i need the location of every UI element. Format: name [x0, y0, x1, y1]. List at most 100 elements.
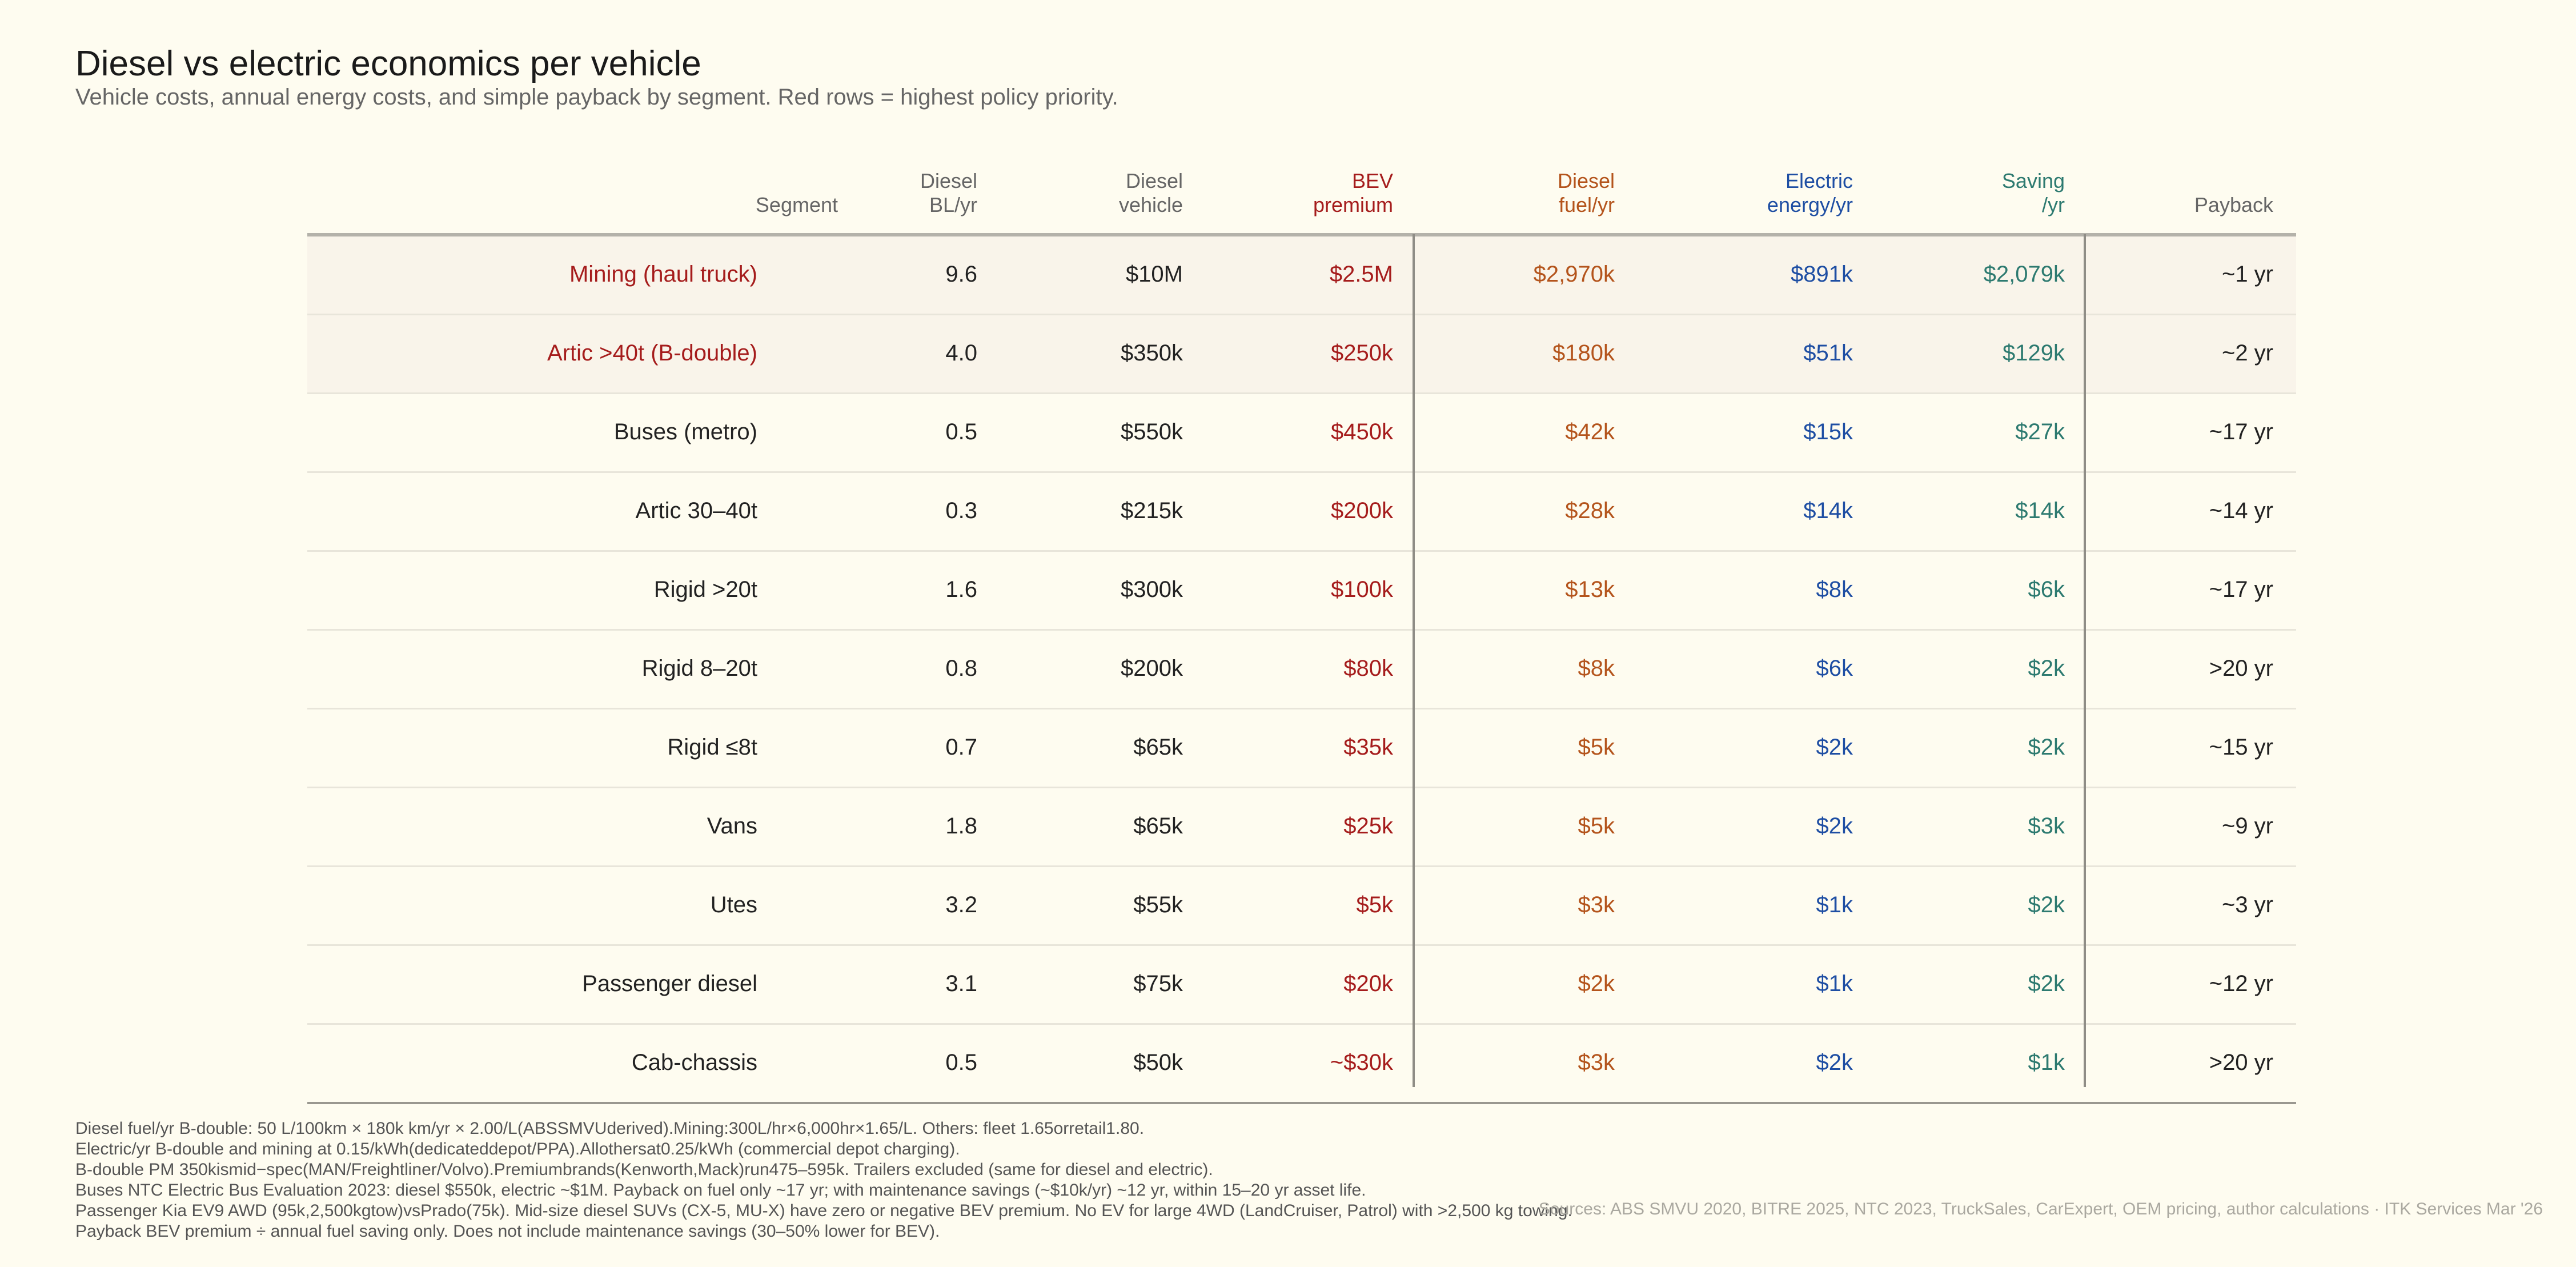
cell-elec: $1k — [1816, 971, 1853, 996]
cell-bl: 0.8 — [945, 656, 977, 681]
cell-bl: 4.0 — [945, 340, 977, 366]
cell-elec: $14k — [1803, 498, 1853, 523]
cell-bev: $450k — [1331, 419, 1393, 444]
footnote: Buses NTC Electric Bus Evaluation 2023: … — [75, 1181, 1366, 1200]
cell-fuel: $2,970k — [1533, 262, 1615, 287]
cell-vehicle: $55k — [1133, 892, 1183, 917]
cell-elec: $2k — [1816, 813, 1853, 839]
table-row: Rigid ≤8t 0.7 $65k $35k $5k $2k $2k ~15 yr — [307, 709, 2296, 788]
header-bev-line2: premium — [1313, 193, 1393, 216]
cell-payback: ~15 yr — [2209, 735, 2273, 760]
header-payback: Payback — [2194, 193, 2273, 216]
header-vehicle: Diesel vehicle — [1119, 169, 1183, 217]
cell-bev: $20k — [1343, 971, 1393, 996]
header-bev-line1: BEV — [1351, 169, 1393, 193]
cell-vehicle: $350k — [1121, 340, 1183, 366]
cell-payback: ~1 yr — [2221, 262, 2273, 287]
cell-saving: $129k — [2003, 340, 2065, 366]
column-divider — [2084, 234, 2086, 1087]
footnotes: Diesel fuel/yr B-double: 50 L/100km × 18… — [75, 1118, 1572, 1242]
cell-segment: Passenger diesel — [582, 971, 757, 996]
cell-vehicle: $215k — [1121, 498, 1183, 523]
table-row: Mining (haul truck) 9.6 $10M $2.5M $2,970k $8… — [307, 236, 2296, 315]
cell-payback: >20 yr — [2209, 656, 2273, 681]
footnote: Passenger Kia EV9 AWD (95k,2,500kgtow)vs… — [75, 1201, 1572, 1220]
cell-bev: ~$30k — [1330, 1050, 1393, 1075]
footnote: Payback BEV premium ÷ annual fuel saving… — [75, 1222, 940, 1241]
table-row: Vans 1.8 $65k $25k $5k $2k $3k ~9 yr — [307, 788, 2296, 867]
table-row: Passenger diesel 3.1 $75k $20k $2k $1k $2k ~12 … — [307, 946, 2296, 1025]
cell-segment: Rigid 8–20t — [641, 656, 757, 681]
table-header: Segment Diesel BL/yr Diesel vehicle BEV pre… — [307, 166, 2296, 236]
cell-fuel: $13k — [1565, 577, 1615, 602]
cell-bl: 1.8 — [945, 813, 977, 839]
cell-vehicle: $200k — [1121, 656, 1183, 681]
table-row: Cab-chassis 0.5 $50k ~$30k $3k $2k $1k >20 yr — [307, 1025, 2296, 1104]
cell-elec: $15k — [1803, 419, 1853, 444]
header-fuel: Diesel fuel/yr — [1558, 169, 1615, 217]
table-row: Rigid >20t 1.6 $300k $100k $13k $8k $6k ~17 yr — [307, 552, 2296, 631]
header-bl-line2: BL/yr — [929, 193, 977, 216]
cell-payback: ~2 yr — [2221, 340, 2273, 366]
cell-vehicle: $550k — [1121, 419, 1183, 444]
cell-bl: 3.1 — [945, 971, 977, 996]
cell-fuel: $2k — [1578, 971, 1615, 996]
cell-saving: $3k — [2028, 813, 2065, 839]
cell-saving: $14k — [2015, 498, 2065, 523]
header-vehicle-line1: Diesel — [1125, 169, 1183, 193]
cell-vehicle: $50k — [1133, 1050, 1183, 1075]
cell-saving: $1k — [2028, 1050, 2065, 1075]
cell-bev: $250k — [1331, 340, 1393, 366]
cell-saving: $27k — [2015, 419, 2065, 444]
cell-bev: $5k — [1356, 892, 1394, 917]
header-fuel-line2: fuel/yr — [1558, 193, 1615, 216]
cell-fuel: $3k — [1578, 892, 1615, 917]
cell-elec: $1k — [1816, 892, 1853, 917]
cell-elec: $2k — [1816, 735, 1853, 760]
cell-vehicle: $65k — [1133, 735, 1183, 760]
header-vehicle-line2: vehicle — [1118, 193, 1183, 216]
header-saving: Saving/yr — [2002, 169, 2065, 217]
cell-elec: $891k — [1791, 262, 1853, 287]
cell-payback: ~14 yr — [2209, 498, 2273, 523]
header-bl-line1: Diesel — [920, 169, 977, 193]
cell-vehicle: $75k — [1133, 971, 1183, 996]
header-segment: Segment — [755, 193, 838, 216]
cell-bev: $100k — [1331, 577, 1393, 602]
cell-fuel: $28k — [1565, 498, 1615, 523]
cell-segment: Buses (metro) — [613, 419, 757, 444]
header-elec-line2: energy/yr — [1767, 193, 1853, 216]
cell-saving: $6k — [2028, 577, 2065, 602]
cell-payback: ~17 yr — [2209, 577, 2273, 602]
cell-elec: $51k — [1803, 340, 1853, 366]
footnote: Electric/yr B-double and mining at 0.15/… — [75, 1140, 960, 1158]
cell-elec: $8k — [1816, 577, 1853, 602]
table-row: Artic >40t (B-double) 4.0 $350k $250k $180k $… — [307, 315, 2296, 394]
cell-segment: Artic >40t (B-double) — [547, 340, 757, 366]
cell-bl: 0.5 — [945, 419, 977, 444]
table-body: Mining (haul truck) 9.6 $10M $2.5M $2,970k $8… — [307, 236, 2296, 1104]
footnote: B-double PM 350kismid−spec(MAN/Freightli… — [75, 1160, 1213, 1179]
cell-segment: Mining (haul truck) — [569, 262, 757, 287]
cell-bl: 3.2 — [945, 892, 977, 917]
cell-saving: $2k — [2028, 735, 2065, 760]
header-bev: BEV premium — [1313, 169, 1393, 217]
cell-bl: 1.6 — [945, 577, 977, 602]
cell-elec: $2k — [1816, 1050, 1853, 1075]
table-row: Buses (metro) 0.5 $550k $450k $42k $15k $27k ~1… — [307, 394, 2296, 473]
page-subtitle: Vehicle costs, annual energy costs, and … — [75, 85, 1118, 110]
header-saving-line1: Saving — [2001, 169, 2065, 193]
cell-fuel: $5k — [1578, 813, 1615, 839]
cell-bev: $35k — [1343, 735, 1393, 760]
cell-fuel: $180k — [1552, 340, 1615, 366]
table-row: Rigid 8–20t 0.8 $200k $80k $8k $6k $2k >20 yr — [307, 631, 2296, 709]
cell-fuel: $8k — [1578, 656, 1615, 681]
economics-table: Segment Diesel BL/yr Diesel vehicle BEV pre… — [307, 166, 2296, 1104]
cell-segment: Vans — [707, 813, 757, 839]
cell-elec: $6k — [1816, 656, 1853, 681]
cell-vehicle: $10M — [1125, 262, 1183, 287]
cell-payback: ~9 yr — [2221, 813, 2273, 839]
cell-segment: Artic 30–40t — [635, 498, 757, 523]
cell-bl: 0.7 — [945, 735, 977, 760]
footnote: Diesel fuel/yr B-double: 50 L/100km × 18… — [75, 1119, 1145, 1138]
